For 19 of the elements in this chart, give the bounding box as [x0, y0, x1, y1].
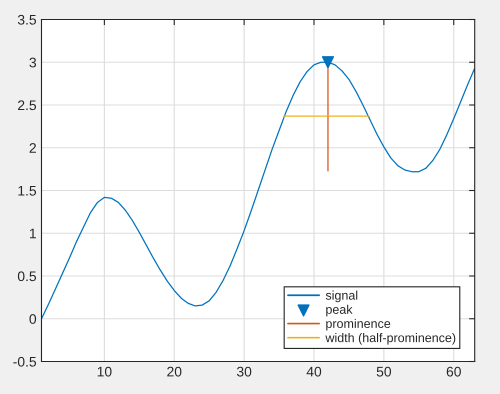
x-tick-label: 30 — [236, 366, 252, 377]
y-tick-label: 0.5 — [18, 271, 36, 282]
y-tick-label: 0 — [29, 314, 36, 324]
y-tick-label: -0.5 — [13, 356, 36, 367]
y-tick-label: 1 — [30, 228, 36, 238]
legend-label: prominence — [326, 318, 390, 331]
x-tick-label: 20 — [167, 366, 182, 377]
y-tick-label: 1.5 — [18, 186, 36, 196]
legend-label: peak — [326, 304, 353, 316]
y-tick-label: 2 — [30, 143, 36, 153]
x-tick-label: 40 — [306, 366, 322, 377]
y-tick-label: 3.5 — [18, 14, 36, 25]
y-tick-label: 2.5 — [18, 100, 36, 110]
x-tick-label: 50 — [376, 366, 392, 377]
x-tick-label: 60 — [446, 366, 461, 377]
legend-label: signal — [326, 290, 358, 302]
x-tick-label: 10 — [98, 366, 112, 377]
legend-label: width (half-prominence) — [325, 333, 456, 345]
y-tick-label: 3 — [29, 58, 36, 68]
